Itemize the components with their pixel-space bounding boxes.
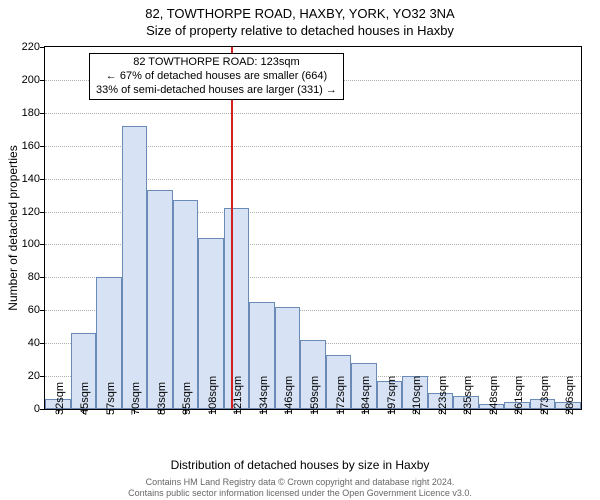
- xtick-label: 235sqm: [462, 376, 474, 415]
- ytick-label: 180: [22, 107, 45, 119]
- ytick-label: 40: [28, 337, 45, 349]
- ytick-label: 140: [22, 173, 45, 185]
- ytick-label: 80: [28, 271, 45, 283]
- gridline: [45, 113, 581, 114]
- ytick-label: 60: [28, 304, 45, 316]
- footnote: Contains HM Land Registry data © Crown c…: [0, 477, 600, 498]
- footnote-line2: Contains public sector information licen…: [0, 488, 600, 498]
- annotation-line2: ← 67% of detached houses are smaller (66…: [96, 70, 337, 84]
- xtick-label: 121sqm: [232, 376, 244, 415]
- page-title-line1: 82, TOWTHORPE ROAD, HAXBY, YORK, YO32 3N…: [0, 0, 600, 21]
- xtick-label: 210sqm: [411, 376, 423, 415]
- ytick-label: 100: [22, 238, 45, 250]
- xtick-label: 45sqm: [79, 382, 91, 415]
- ytick-label: 160: [22, 140, 45, 152]
- annotation-line1: 82 TOWTHORPE ROAD: 123sqm: [96, 56, 337, 70]
- annotation-box: 82 TOWTHORPE ROAD: 123sqm← 67% of detach…: [89, 53, 344, 100]
- xtick-label: 223sqm: [437, 376, 449, 415]
- footnote-line1: Contains HM Land Registry data © Crown c…: [0, 477, 600, 487]
- plot-area: 02040608010012014016018020022032sqm45sqm…: [44, 46, 582, 410]
- histogram-bar: [173, 200, 199, 409]
- xtick-label: 70sqm: [130, 382, 142, 415]
- x-axis-label: Distribution of detached houses by size …: [0, 458, 600, 472]
- ytick-label: 20: [28, 370, 45, 382]
- xtick-label: 159sqm: [309, 376, 321, 415]
- xtick-label: 261sqm: [513, 376, 525, 415]
- xtick-label: 108sqm: [207, 376, 219, 415]
- xtick-label: 32sqm: [54, 382, 66, 415]
- page-title-line2: Size of property relative to detached ho…: [0, 21, 600, 38]
- xtick-label: 57sqm: [105, 382, 117, 415]
- ytick-label: 220: [22, 41, 45, 53]
- xtick-label: 273sqm: [539, 376, 551, 415]
- reference-line: [231, 47, 233, 409]
- xtick-label: 286sqm: [564, 376, 576, 415]
- ytick-label: 120: [22, 206, 45, 218]
- ytick-label: 200: [22, 74, 45, 86]
- xtick-label: 83sqm: [156, 382, 168, 415]
- xtick-label: 184sqm: [360, 376, 372, 415]
- histogram-bar: [122, 126, 148, 409]
- xtick-label: 134sqm: [258, 376, 270, 415]
- histogram-bar: [147, 190, 173, 409]
- xtick-label: 95sqm: [181, 382, 193, 415]
- chart: 02040608010012014016018020022032sqm45sqm…: [44, 46, 582, 410]
- annotation-line3: 33% of semi-detached houses are larger (…: [96, 84, 337, 98]
- ytick-label: 0: [34, 403, 45, 415]
- xtick-label: 146sqm: [283, 376, 295, 415]
- xtick-label: 197sqm: [386, 376, 398, 415]
- xtick-label: 172sqm: [335, 376, 347, 415]
- y-axis-label: Number of detached properties: [6, 145, 20, 310]
- xtick-label: 248sqm: [488, 376, 500, 415]
